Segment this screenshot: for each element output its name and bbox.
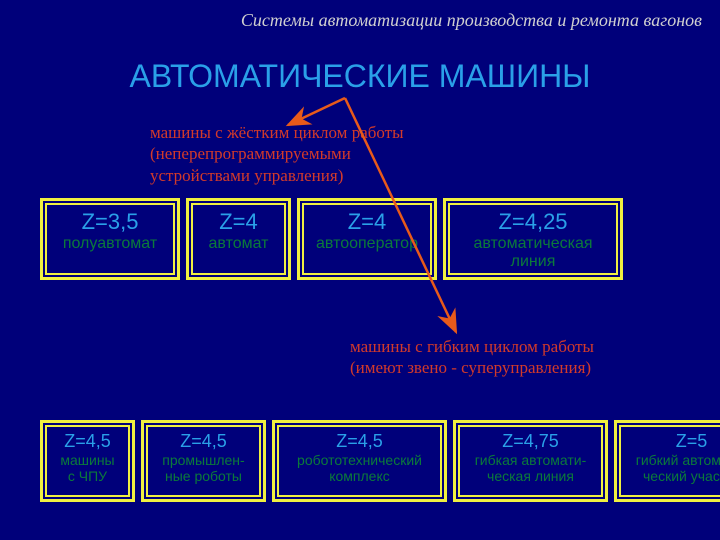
arrows-svg (0, 0, 720, 540)
